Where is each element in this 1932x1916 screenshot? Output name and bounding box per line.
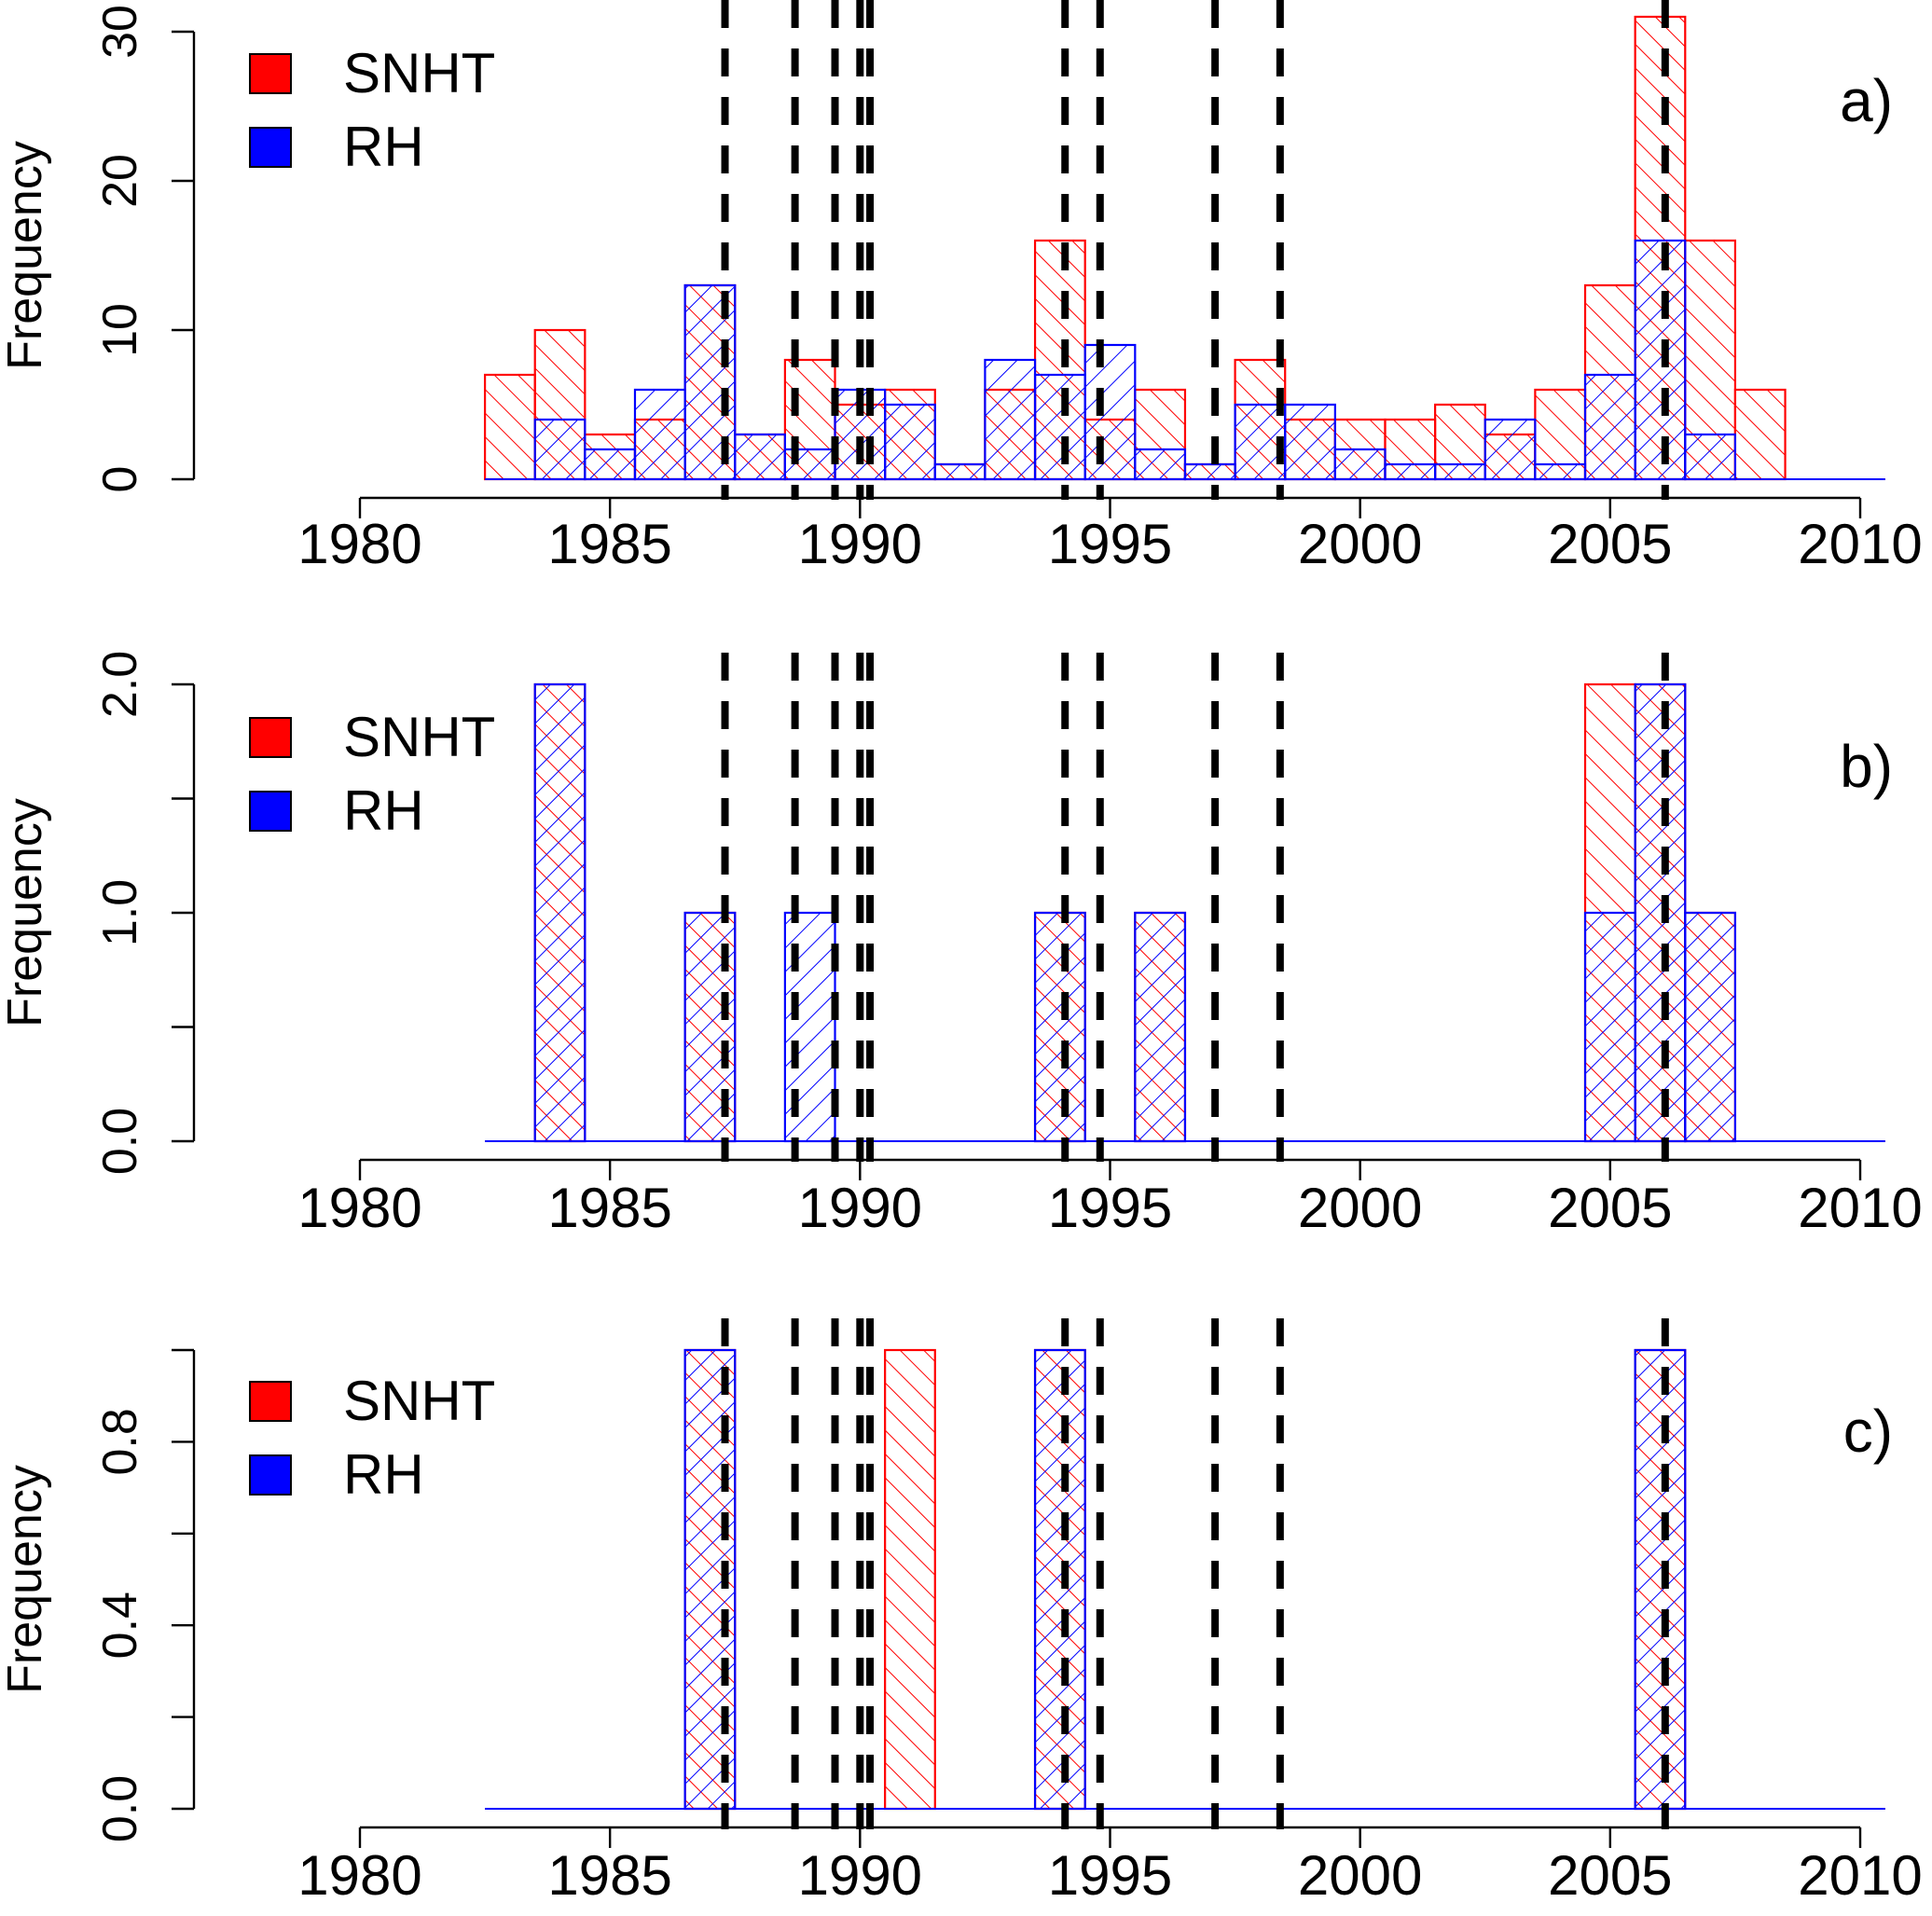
rh-bar <box>1583 911 1636 1143</box>
rh-bar <box>1134 911 1187 1143</box>
snht-legend-swatch <box>249 1381 292 1422</box>
snht-legend-swatch <box>249 53 292 94</box>
rh-bar <box>1384 462 1437 481</box>
y-tick-label: 1.0 <box>93 879 147 946</box>
x-tick-label: 1980 <box>297 1177 421 1239</box>
rh-legend-label: RH <box>343 779 424 842</box>
snht-legend-label: SNHT <box>343 42 495 104</box>
rh-legend-swatch <box>249 1454 292 1496</box>
panel-label: c) <box>1843 1398 1893 1465</box>
x-tick-label: 2010 <box>1798 1177 1922 1239</box>
rh-bar <box>533 682 586 1143</box>
x-tick-label: 1985 <box>547 1844 671 1907</box>
rh-bar <box>884 403 936 481</box>
panel-c: 0.0 0.4 0.8 Frequency 1980 1985 1990 1995 2000 20… <box>0 1318 1923 1907</box>
rh-bar <box>734 433 786 481</box>
rh-bar <box>1484 418 1537 481</box>
rh-legend-swatch <box>249 127 292 168</box>
panel-a: 0 10 20 30 Frequency 1980 1985 1990 1995 2000 2005… <box>0 0 1923 575</box>
rh-bar <box>1033 373 1086 481</box>
rh-bar <box>1684 911 1737 1143</box>
rh-bar <box>1434 462 1486 481</box>
snht-bar <box>884 1348 936 1811</box>
rh-bar <box>1183 462 1236 481</box>
snht-legend-swatch <box>249 717 292 758</box>
rh-bar <box>1333 448 1387 481</box>
x-tick-label: 1985 <box>547 1177 671 1239</box>
snht-bar <box>1733 388 1787 481</box>
y-tick-label: 0 <box>93 466 147 493</box>
y-axis-title: Frequency <box>0 798 52 1027</box>
x-tick-label: 2005 <box>1548 513 1672 575</box>
panel-b: 0.0 1.0 2.0 Frequency 1980 1985 1990 1995 2000 20… <box>0 651 1923 1239</box>
y-tick-label: 0.4 <box>93 1592 147 1659</box>
rh-bar <box>533 418 586 481</box>
x-tick-label: 2005 <box>1548 1177 1672 1239</box>
snht-legend-label: SNHT <box>343 706 495 768</box>
rh-bar <box>1634 239 1687 481</box>
x-tick-label: 2000 <box>1298 1844 1422 1907</box>
x-tick-label: 1985 <box>547 513 671 575</box>
rh-legend-label: RH <box>343 116 424 178</box>
rh-bar <box>1033 1348 1086 1811</box>
x-tick-label: 2010 <box>1798 513 1922 575</box>
y-tick-label: 0.0 <box>93 1108 147 1175</box>
y-tick-label: 30 <box>93 5 147 59</box>
panel-label: b) <box>1840 733 1893 800</box>
panel-label: a) <box>1840 67 1893 134</box>
x-tick-label: 1990 <box>798 513 922 575</box>
rh-bar <box>633 388 686 481</box>
snht-bar <box>483 373 536 481</box>
x-tick-label: 1990 <box>798 1177 922 1239</box>
y-axis-title: Frequency <box>0 141 52 370</box>
x-tick-label: 2010 <box>1798 1844 1922 1907</box>
rh-bar <box>1534 462 1587 481</box>
x-tick-label: 2000 <box>1298 513 1422 575</box>
rh-bar <box>1134 448 1187 481</box>
y-tick-label: 0.8 <box>93 1408 147 1475</box>
y-axis-title: Frequency <box>0 1465 52 1694</box>
rh-bar <box>1634 682 1687 1143</box>
snht-legend-label: SNHT <box>343 1370 495 1432</box>
rh-bar <box>584 448 637 481</box>
rh-bar <box>1634 1348 1687 1811</box>
y-tick-label: 10 <box>93 303 147 357</box>
rh-legend-swatch <box>249 791 292 832</box>
y-tick-label: 0.0 <box>93 1775 147 1842</box>
rh-bar <box>1033 911 1086 1143</box>
rh-bar <box>1684 433 1737 481</box>
rh-bar <box>1583 373 1636 481</box>
rh-legend-label: RH <box>343 1443 424 1506</box>
x-tick-label: 1995 <box>1048 513 1172 575</box>
rh-bar <box>1284 403 1336 481</box>
x-tick-label: 1995 <box>1048 1844 1172 1907</box>
x-tick-label: 1995 <box>1048 1177 1172 1239</box>
x-tick-label: 2005 <box>1548 1844 1672 1907</box>
x-tick-label: 1980 <box>297 1844 421 1907</box>
rh-bar <box>1083 343 1137 481</box>
y-tick-label: 2.0 <box>93 651 147 718</box>
rh-bar <box>984 358 1037 481</box>
x-tick-label: 1980 <box>297 513 421 575</box>
rh-bar <box>933 462 987 481</box>
x-tick-label: 2000 <box>1298 1177 1422 1239</box>
y-tick-label: 20 <box>93 154 147 208</box>
x-tick-label: 1990 <box>798 1844 922 1907</box>
